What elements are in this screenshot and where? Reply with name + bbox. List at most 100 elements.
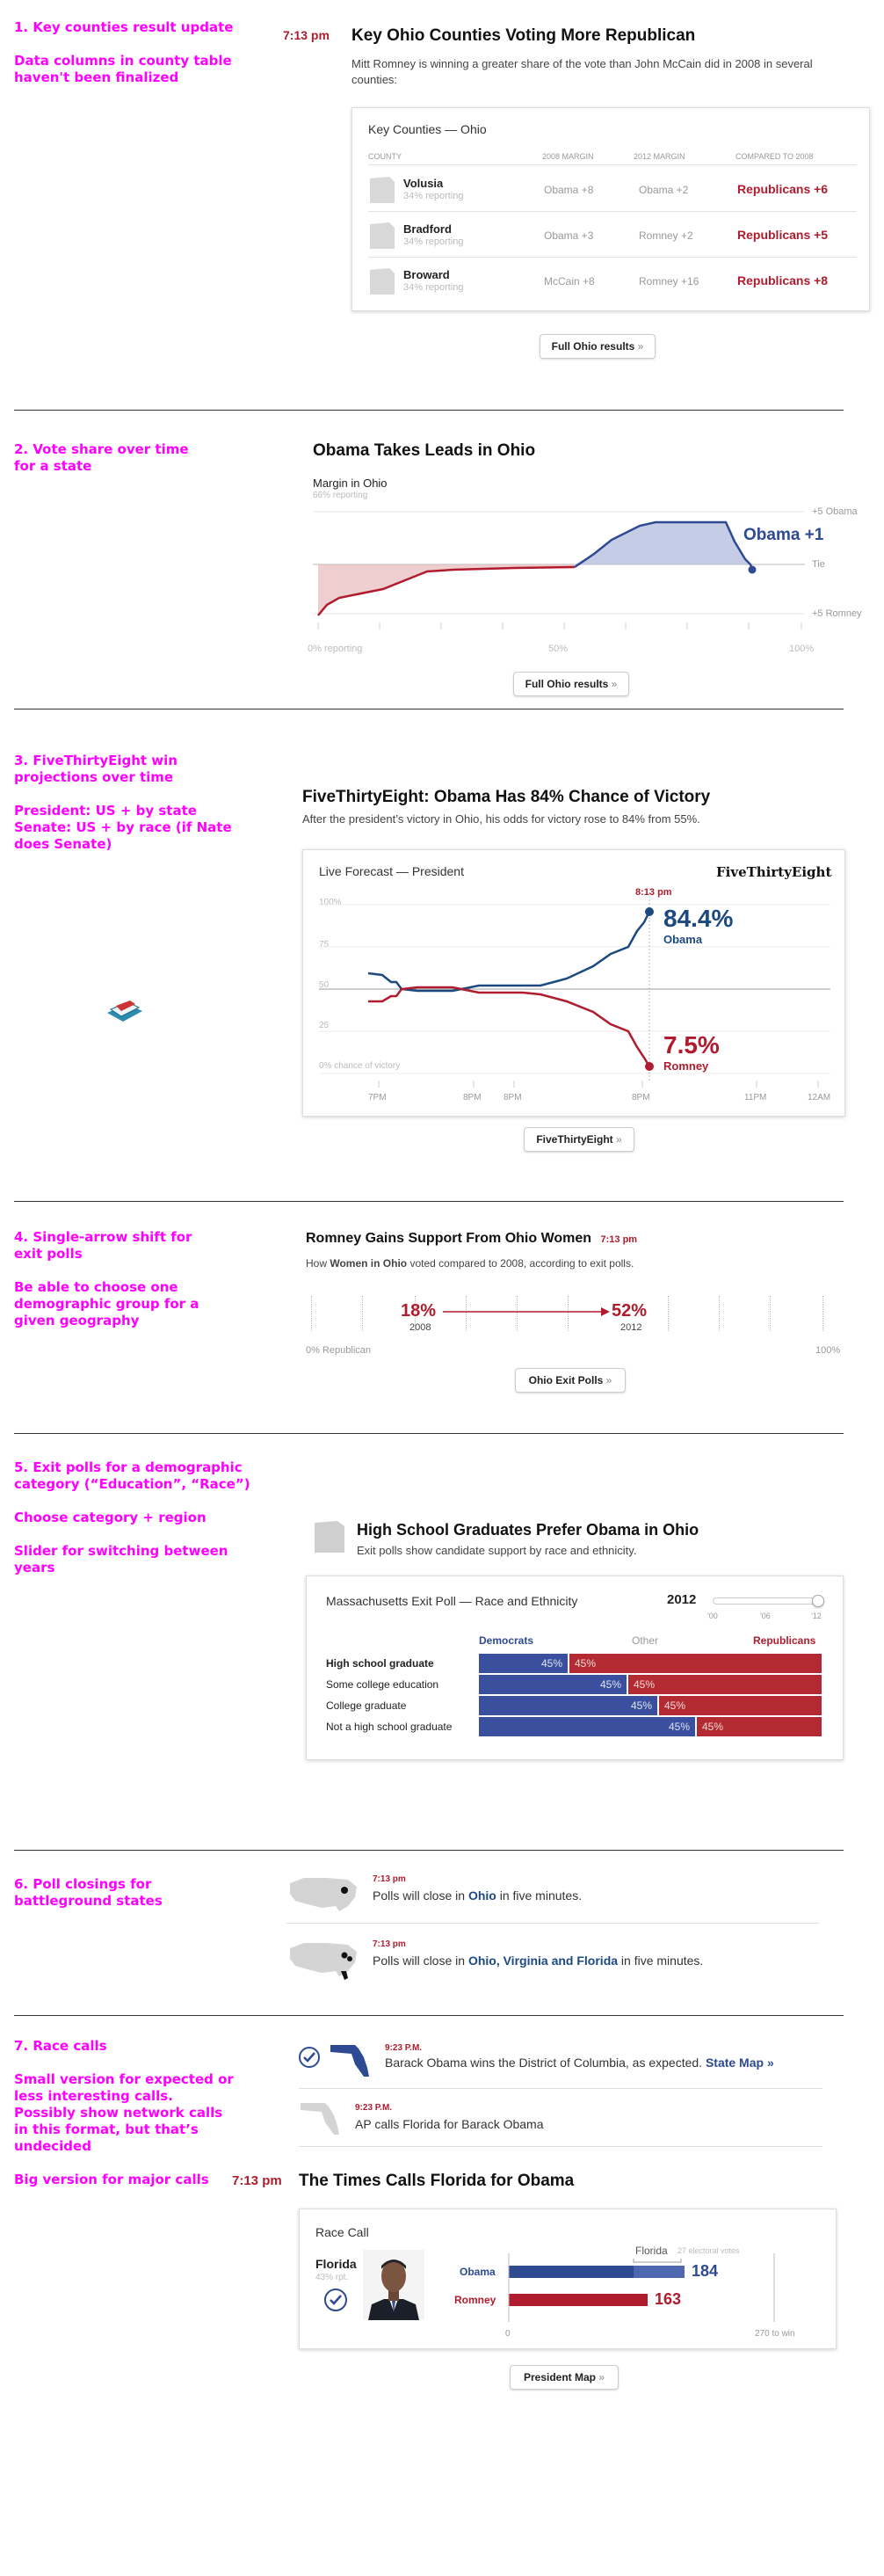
- county-shape-icon: [370, 177, 395, 203]
- col-democrats: Democrats: [479, 1634, 534, 1647]
- race-call-small[interactable]: 9:23 P.M. Barack Obama wins the District…: [299, 2038, 822, 2089]
- compared-2008: Republicans +8: [737, 273, 829, 287]
- to-value: 52%: [612, 1301, 648, 1321]
- s2-chart-sub: 66% reporting: [313, 491, 368, 500]
- president-map-button[interactable]: President Map »: [510, 2365, 619, 2390]
- obama-ev: 184: [692, 2262, 719, 2280]
- exit-poll-card-title: Massachusetts Exit Poll — Race and Ethni…: [326, 1594, 578, 1608]
- romney-lead-area: [318, 564, 575, 615]
- obama-margin-label: Obama +1: [743, 526, 824, 544]
- table-row[interactable]: Broward 34% reporting McCain +8 Romney +…: [368, 258, 857, 303]
- s4-time: 7:13 pm: [600, 1234, 638, 1245]
- note-5: 5. Exit polls for a demographic category…: [14, 1459, 250, 1575]
- massachusetts-shape-icon: [315, 1521, 344, 1553]
- race-call-small[interactable]: 9:23 P.M. AP calls Florida for Barack Ob…: [299, 2096, 822, 2147]
- margin-2012: Romney +2: [639, 229, 693, 242]
- call-text: Barack Obama wins the District of Columb…: [385, 2056, 774, 2070]
- call-time: 9:23 P.M.: [355, 2103, 393, 2113]
- y-label-75: 75: [319, 940, 330, 950]
- s2-chart-title: Margin in Ohio: [313, 477, 388, 490]
- closing-text: Polls will close in Ohio in five minutes…: [373, 1888, 583, 1903]
- obama-label: Obama: [460, 2266, 496, 2278]
- full-ohio-results-button[interactable]: Full Ohio results »: [540, 334, 656, 359]
- rep-value: 45%: [575, 1657, 597, 1670]
- slider-label: '06: [760, 1612, 771, 1620]
- us-map-icon: [290, 1878, 357, 1911]
- s5-subtitle: Exit polls show candidate support by rac…: [357, 1544, 637, 1557]
- margin-end-dot: [748, 565, 757, 574]
- note-1: 1. Key counties result update Data colum…: [14, 19, 243, 103]
- poll-closing-item[interactable]: 7:13 pm Polls will close in Ohio in five…: [286, 1867, 819, 1924]
- compared-2008: Republicans +6: [737, 182, 829, 196]
- poll-closing-item[interactable]: 7:13 pm Polls will close in Ohio, Virgin…: [286, 1932, 819, 1989]
- note-1-title: 1. Key counties result update: [14, 19, 234, 35]
- florida-shape-icon: [330, 2045, 369, 2077]
- label-plus5-romney: +5 Romney: [812, 608, 862, 619]
- s1-subtitle: Mitt Romney is winning a greater share o…: [351, 57, 813, 86]
- s3-title: FiveThirtyEight: Obama Has 84% Chance of…: [302, 788, 711, 806]
- exit-row-label: Not a high school graduate: [326, 1721, 453, 1733]
- full-ohio-results-button-2[interactable]: Full Ohio results »: [513, 672, 629, 696]
- note-6: 6. Poll closings for battleground states: [14, 1876, 163, 1909]
- county-reporting: 34% reporting: [403, 236, 464, 247]
- divider: [14, 1433, 844, 1434]
- s1-title: Key Ohio Counties Voting More Republican: [351, 26, 696, 45]
- axis-zero: 0: [505, 2329, 511, 2339]
- table-row[interactable]: Bradford 34% reporting Obama +3 Romney +…: [368, 212, 857, 258]
- y-label-50: 50: [319, 980, 330, 990]
- call-text: AP calls Florida for Barack Obama: [355, 2117, 544, 2131]
- y-label-25: 25: [319, 1021, 330, 1030]
- note-1-body: Data columns in county table haven't bee…: [14, 53, 232, 85]
- romney-marker: [645, 1062, 654, 1071]
- axis-right-label: 100%: [815, 1345, 841, 1356]
- divider: [14, 410, 844, 411]
- obama-probability-line: [367, 911, 651, 993]
- y-label-100: 100%: [319, 898, 342, 907]
- col-header-2012: 2012 MARGIN: [634, 152, 685, 161]
- race-call-card-title: Race Call: [315, 2225, 369, 2239]
- year-slider-handle[interactable]: [812, 1595, 824, 1607]
- rep-bar: 45%: [697, 1717, 822, 1736]
- rep-value: 45%: [702, 1721, 724, 1733]
- state-name: Florida: [315, 2257, 357, 2271]
- romney-label: Romney: [454, 2294, 496, 2306]
- axis-left-label: 0% Republican: [306, 1345, 371, 1356]
- romney-ev: 163: [655, 2290, 682, 2308]
- year-slider[interactable]: [713, 1595, 824, 1607]
- compared-2008: Republicans +5: [737, 228, 829, 242]
- state-map-link[interactable]: State Map »: [705, 2056, 774, 2070]
- fivethirtyeight-button[interactable]: FiveThirtyEight »: [524, 1127, 634, 1152]
- table-row[interactable]: Volusia 34% reporting Obama +8 Obama +2 …: [368, 166, 857, 212]
- s7-time: 7:13 pm: [232, 2173, 282, 2188]
- ohio-exit-polls-button[interactable]: Ohio Exit Polls »: [515, 1368, 626, 1393]
- selected-year: 2012: [667, 1592, 697, 1607]
- y-label-0: 0% chance of victory: [319, 1061, 401, 1071]
- checkmark-icon: [299, 2047, 320, 2068]
- divider: [14, 2015, 844, 2016]
- romney-name: Romney: [663, 1059, 709, 1073]
- electoral-bars: [508, 2253, 775, 2322]
- romney-probability-line: [368, 986, 651, 1067]
- label-tie: Tie: [812, 559, 825, 570]
- county-reporting: 34% reporting: [403, 191, 464, 201]
- closing-text: Polls will close in Ohio, Virginia and F…: [373, 1954, 704, 1968]
- rep-value: 45%: [634, 1678, 656, 1691]
- slider-label: '00: [707, 1612, 718, 1620]
- forecast-chart: [319, 892, 830, 1088]
- s1-time: 7:13 pm: [283, 28, 330, 42]
- closing-time: 7:13 pm: [373, 1939, 406, 1949]
- obama-lead-area: [575, 522, 750, 564]
- live-forecast-title: Live Forecast — President: [319, 864, 464, 878]
- slider-label: '12: [811, 1612, 822, 1620]
- s2-title: Obama Takes Leads in Ohio: [313, 441, 536, 460]
- checkmark-icon: [324, 2289, 347, 2311]
- marker-time: 8:13 pm: [635, 887, 672, 898]
- romney-ev-bar: [509, 2294, 648, 2306]
- x-label: 8PM: [504, 1093, 522, 1102]
- call-time: 9:23 P.M.: [385, 2043, 423, 2053]
- col-header-county: COUNTY: [368, 152, 402, 161]
- exit-row-label: College graduate: [326, 1699, 407, 1712]
- obama-marker: [645, 907, 654, 916]
- county-name: Bradford: [403, 222, 452, 236]
- note-7: 7. Race calls Small version for expected…: [14, 2038, 234, 2187]
